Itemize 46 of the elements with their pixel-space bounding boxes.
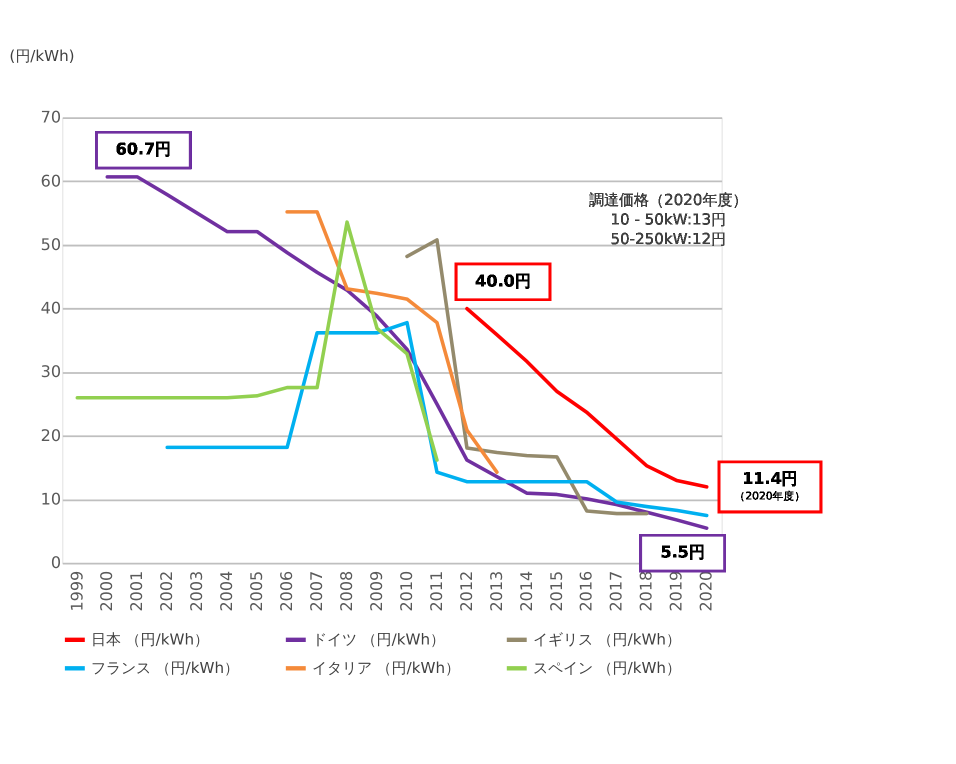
x-tick-label: 2011 <box>426 570 446 612</box>
x-tick-label: 2014 <box>516 570 536 612</box>
x-tick-label: 2002 <box>157 570 176 612</box>
x-tick-label: 2001 <box>127 570 146 612</box>
y-tick-label: 50 <box>40 234 62 254</box>
annotation: 5.5円 <box>660 542 705 562</box>
x-tick-label: 2016 <box>576 570 596 612</box>
x-tick-label: 2004 <box>217 570 236 612</box>
x-tick-label: 2013 <box>486 570 506 612</box>
annotation: 11.4円 <box>742 469 798 488</box>
x-tick-label: 2010 <box>396 570 416 612</box>
line-series <box>76 220 439 462</box>
annotation: 40.0円 <box>475 271 531 290</box>
y-tick-label: 60 <box>40 171 62 190</box>
legend-label: イギリス （円/kWh） <box>532 630 682 648</box>
x-tick-label: 2008 <box>336 570 356 612</box>
legend-label: ドイツ （円/kWh） <box>312 630 446 648</box>
x-tick-label: 2018 <box>636 570 656 612</box>
x-tick-label: 2007 <box>307 570 326 612</box>
legend-label: フランス （円/kWh） <box>90 658 240 677</box>
x-tick-label: 2015 <box>546 570 566 612</box>
x-tick-label: 2017 <box>606 570 626 612</box>
x-tick-label: 2019 <box>666 570 686 612</box>
x-tick-label: 2012 <box>456 570 476 612</box>
x-tick-label: 2000 <box>97 570 116 612</box>
y-tick-label: 20 <box>40 426 62 445</box>
y-tick-label: 0 <box>50 553 62 572</box>
legend-label: スペイン （円/kWh） <box>532 658 682 677</box>
x-tick-label: 1999 <box>67 570 86 612</box>
line-series <box>165 320 708 518</box>
annotation: 調達価格（2020年度） 10 - 50kW:13円 50-250kW:12円 <box>588 191 748 248</box>
x-tick-label: 2009 <box>366 570 386 612</box>
y-tick-label: 30 <box>40 362 62 382</box>
y-axis-title: (円/kWh) <box>9 47 75 66</box>
y-tick-label: 10 <box>40 489 62 508</box>
line-series <box>465 306 708 489</box>
legend-label: 日本 （円/kWh） <box>90 630 210 648</box>
annotation: 60.7円 <box>116 140 172 159</box>
legend-label: イタリア （円/kWh） <box>312 658 460 677</box>
x-tick-label: 2020 <box>696 570 716 612</box>
y-tick-label: 70 <box>40 108 62 127</box>
x-tick-label: 2005 <box>247 570 266 612</box>
text: （2020年度） <box>734 489 806 502</box>
x-tick-label: 2006 <box>277 570 296 612</box>
x-tick-label: 2003 <box>187 570 206 612</box>
y-tick-label: 40 <box>40 298 62 318</box>
